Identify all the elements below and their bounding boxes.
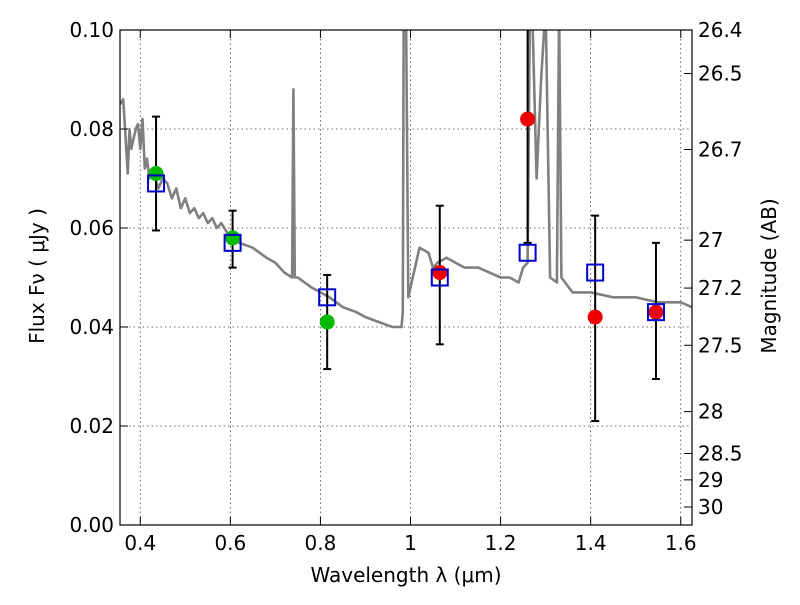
data-point — [148, 166, 164, 182]
y2-tick-label: 29 — [698, 468, 723, 492]
y2-tick-label: 27.2 — [698, 276, 743, 300]
y2-tick-label: 27.5 — [698, 333, 743, 357]
x-tick-label: 1.6 — [665, 531, 697, 555]
y2-tick-label: 28.5 — [698, 441, 743, 465]
y-tick-label: 0.04 — [69, 315, 114, 339]
y-tick-label: 0.10 — [69, 18, 114, 42]
model-points — [147, 174, 665, 322]
plot-area — [120, 30, 692, 423]
y2-tick-label: 26.7 — [698, 138, 743, 162]
x-tick-label: 1.2 — [485, 531, 517, 555]
spectrum-series — [120, 30, 692, 329]
data-point — [648, 304, 664, 320]
y2-axis-label: Magnitude (AB) — [757, 198, 781, 353]
plot-frame — [119, 29, 693, 526]
x-tick-label: 0.6 — [214, 531, 246, 555]
y2-tick-label: 26.5 — [698, 62, 743, 86]
model-point — [518, 243, 537, 262]
x-tick-label: 0.8 — [305, 531, 337, 555]
y-axis-label: Flux Fν ( μJy ) — [25, 208, 49, 344]
y-tick-label: 0.08 — [69, 117, 114, 141]
model-point — [147, 174, 166, 193]
data-point — [432, 265, 448, 281]
spectrum-line — [120, 30, 692, 329]
model-point — [223, 233, 242, 252]
x-tick-label: 1.4 — [575, 531, 607, 555]
axes — [119, 29, 693, 526]
x-tick-label: 1 — [404, 531, 417, 555]
y2-tick-label: 26.4 — [698, 18, 743, 42]
model-point — [586, 263, 605, 282]
model-point — [318, 288, 337, 307]
data-point — [225, 230, 241, 246]
data-point — [520, 111, 536, 127]
y2-tick-label: 30 — [698, 495, 723, 519]
y-tick-label: 0.06 — [69, 216, 114, 240]
data-point — [587, 309, 603, 325]
model-point — [646, 303, 665, 322]
ticks: 0.4 0.6 0.8 1 1.2 1.4 1.6 0.00 0.02 0.04 0.06 0.08 0… — [69, 18, 742, 555]
y2-tick-label: 27 — [698, 228, 723, 252]
x-tick-label: 0.4 — [124, 531, 156, 555]
model-point — [430, 268, 449, 287]
data-point — [319, 314, 335, 330]
x-axis-label: Wavelength λ (μm) — [310, 563, 501, 587]
y2-tick-label: 28 — [698, 400, 723, 424]
y-tick-label: 0.00 — [69, 513, 114, 537]
y-tick-label: 0.02 — [69, 414, 114, 438]
